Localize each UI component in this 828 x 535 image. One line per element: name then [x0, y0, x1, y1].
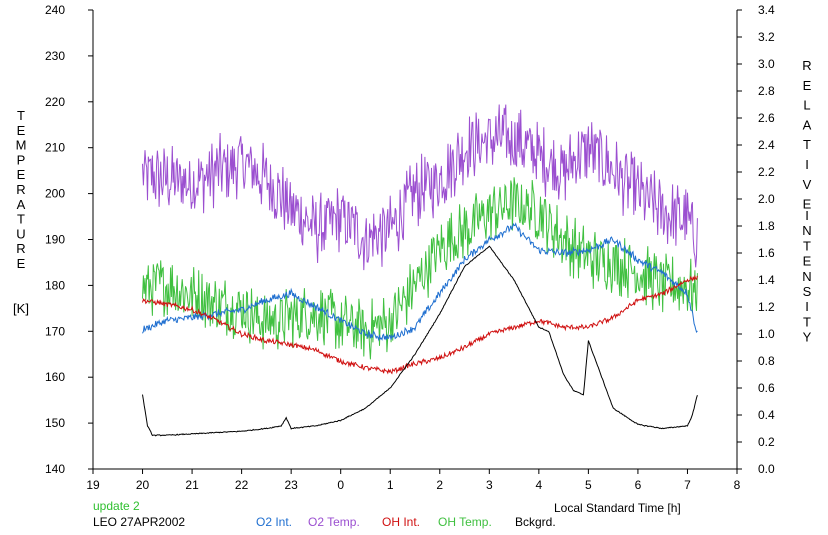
y-right-label-letter: E — [803, 197, 812, 212]
y-right-tick-label: 0.0 — [758, 462, 775, 476]
legend-entry: Bckgrd. — [515, 515, 556, 529]
y-left-label-letter: R — [16, 182, 25, 197]
x-tick-label: 19 — [86, 478, 100, 492]
update-note: update 2 — [93, 499, 140, 513]
x-tick-label: 21 — [185, 478, 199, 492]
y-left-label-letter: E — [17, 256, 26, 271]
y-right-tick-label: 1.6 — [758, 246, 775, 260]
series-line-3 — [142, 177, 698, 360]
y-right-tick-label: 3.4 — [758, 3, 775, 17]
tick-labels: 19 20 21 22 23 0 1 2 3 4 5 6 7 8140150160170180190200… — [45, 3, 775, 492]
y-left-tick-label: 190 — [45, 233, 65, 247]
series-line-0 — [142, 222, 698, 342]
series-line-1 — [142, 104, 698, 271]
y-right-label-letter: I — [805, 299, 809, 314]
y-left-tick-label: 170 — [45, 324, 65, 338]
y-right-tick-label: 3.2 — [758, 30, 775, 44]
legend-entry: O2 Temp. — [308, 515, 360, 529]
y-left-tick-label: 160 — [45, 370, 65, 384]
y-right-tick-label: 0.2 — [758, 435, 775, 449]
y-right-label-letter: E — [803, 254, 812, 269]
site-date: LEO 27APR2002 — [93, 515, 185, 529]
y-left-tick-label: 140 — [45, 462, 65, 476]
y-left-label-letter: E — [17, 123, 26, 138]
y-right-label-letter: N — [802, 269, 811, 284]
axes-frame — [88, 9, 742, 474]
y-right-label-letter: R — [802, 58, 811, 73]
y-left-label-letter: A — [17, 197, 26, 212]
y-left-label-letter: T — [17, 108, 25, 123]
y-right-tick-label: 2.6 — [758, 111, 775, 125]
x-tick-label: 7 — [684, 478, 691, 492]
y-left-unit: [K] — [13, 301, 29, 316]
y-right-label-letter: T — [803, 137, 811, 152]
y-left-label-letter: T — [17, 212, 25, 227]
y-right-label-letter: E — [803, 78, 812, 93]
x-tick-label: 8 — [734, 478, 741, 492]
y-left-label-letter: M — [16, 138, 27, 153]
y-right-label-letter: I — [805, 157, 809, 172]
x-tick-label: 2 — [436, 478, 443, 492]
x-tick-label: 20 — [136, 478, 150, 492]
x-axis-label: Local Standard Time [h] — [554, 501, 681, 515]
x-tick-label: 6 — [635, 478, 642, 492]
y-left-tick-label: 210 — [45, 141, 65, 155]
y-right-tick-label: 1.2 — [758, 300, 775, 314]
y-right-tick-label: 0.6 — [758, 381, 775, 395]
y-right-tick-label: 2.8 — [758, 84, 775, 98]
y-right-tick-label: 0.4 — [758, 408, 775, 422]
y-right-tick-label: 1.0 — [758, 327, 775, 341]
y-right-tick-label: 2.2 — [758, 165, 775, 179]
y-right-tick-label: 1.8 — [758, 219, 775, 233]
series-line-2 — [142, 274, 698, 375]
series-line-4 — [142, 245, 698, 437]
y-right-label-letter: V — [803, 177, 812, 192]
y-right-label-letter: N — [802, 223, 811, 238]
y-right-tick-label: 2.0 — [758, 192, 775, 206]
y-right-label-letter: I — [805, 208, 809, 223]
legend-entry: OH Temp. — [438, 515, 492, 529]
y-left-tick-label: 200 — [45, 187, 65, 201]
y-left-label-letter: U — [16, 226, 25, 241]
y-right-tick-label: 1.4 — [758, 273, 775, 287]
legend-entry: OH Int. — [382, 515, 420, 529]
y-left-tick-label: 240 — [45, 3, 65, 17]
x-tick-label: 23 — [284, 478, 298, 492]
legend: update 2 LEO 27APR2002 O2 Int. O2 Temp. OH I… — [93, 499, 556, 529]
y-right-tick-label: 0.8 — [758, 354, 775, 368]
x-tick-label: 3 — [486, 478, 493, 492]
x-tick-label: 0 — [337, 478, 344, 492]
y-left-label-letter: E — [17, 167, 26, 182]
y-right-label-letter: A — [803, 117, 812, 132]
series-lines — [142, 104, 698, 437]
y-right-label-letter: S — [803, 284, 812, 299]
y-left-tick-label: 150 — [45, 416, 65, 430]
y-right-tick-label: 3.0 — [758, 57, 775, 71]
y-left-label-letter: P — [17, 152, 26, 167]
y-left-tick-label: 180 — [45, 278, 65, 292]
y-right-label-letter: T — [803, 238, 811, 253]
y-right-label-letter: L — [803, 98, 810, 113]
y-right-label-letter: Y — [803, 330, 812, 345]
y-right-label-letter: T — [803, 314, 811, 329]
x-tick-label: 5 — [585, 478, 592, 492]
x-tick-label: 1 — [387, 478, 394, 492]
legend-entry: O2 Int. — [256, 515, 292, 529]
y-left-tick-label: 220 — [45, 95, 65, 109]
x-tick-label: 4 — [536, 478, 543, 492]
x-tick-label: 22 — [235, 478, 249, 492]
y-right-tick-label: 2.4 — [758, 138, 775, 152]
y-left-tick-label: 230 — [45, 49, 65, 63]
y-left-label-letter: R — [16, 241, 25, 256]
